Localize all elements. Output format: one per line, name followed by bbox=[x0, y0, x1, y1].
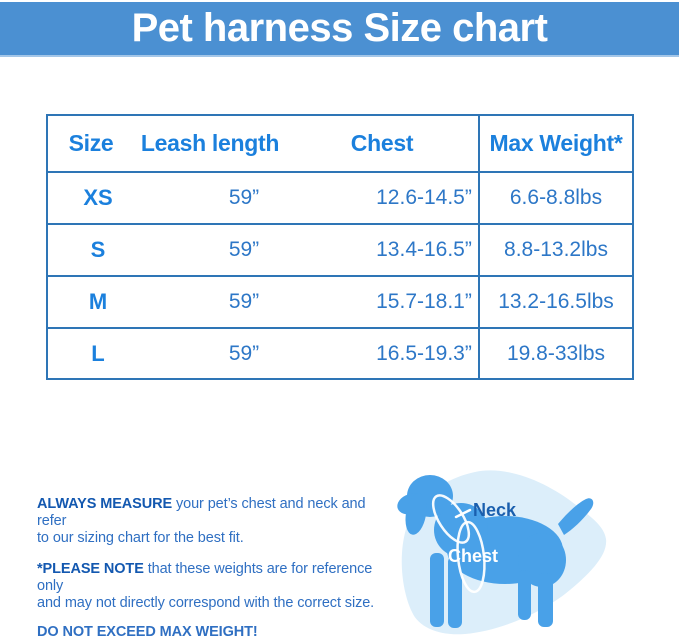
weight-value: 6.6-8.8lbs bbox=[478, 173, 632, 223]
neck-pointer-line bbox=[454, 508, 472, 519]
chest-value: 15.7-18.1” bbox=[376, 290, 472, 313]
chest-value: 12.6-14.5” bbox=[376, 186, 472, 209]
reference-note-lead: *PLEASE NOTE bbox=[37, 561, 144, 577]
reference-note: *PLEASE NOTE that these weights are for … bbox=[37, 561, 375, 611]
table-header-row: Size Leash length Chest Max Weight* bbox=[48, 116, 632, 171]
weight-value: 13.2-16.5lbs bbox=[478, 277, 632, 327]
dog-front-leg-2 bbox=[448, 556, 462, 628]
table-row-l: L 59” 16.5-19.3” 19.8-33lbs bbox=[48, 327, 632, 379]
dog-front-leg bbox=[430, 553, 444, 627]
measure-note-lead: ALWAYS MEASURE bbox=[37, 496, 173, 512]
leash-value: 59” bbox=[228, 238, 260, 261]
column-header-chest: Chest bbox=[350, 130, 414, 156]
neck-measure-loop bbox=[431, 494, 471, 544]
title-banner: Pet harness Size chart bbox=[0, 2, 679, 57]
chest-value: 13.4-16.5” bbox=[376, 238, 472, 261]
table-row-s: S 59” 13.4-16.5” 8.8-13.2lbs bbox=[48, 223, 632, 275]
page-title: Pet harness Size chart bbox=[131, 6, 548, 50]
column-header-leash: Leash length bbox=[140, 130, 280, 156]
column-header-max-weight: Max Weight* bbox=[478, 116, 632, 171]
dog-rear-leg-2 bbox=[518, 570, 531, 620]
chest-measure-loop bbox=[456, 520, 486, 594]
dog-ear bbox=[405, 493, 427, 535]
chest-label: Chest bbox=[448, 546, 498, 566]
weight-value: 19.8-33lbs bbox=[478, 329, 632, 379]
neck-label: Neck bbox=[473, 500, 517, 520]
size-value: L bbox=[91, 341, 105, 366]
dog-rear-leg bbox=[538, 573, 553, 627]
leash-value: 59” bbox=[228, 186, 260, 209]
table-row-m: M 59” 15.7-18.1” 13.2-16.5lbs bbox=[48, 275, 632, 327]
column-header-size: Size bbox=[68, 130, 114, 156]
table-row-xs: XS 59” 12.6-14.5” 6.6-8.8lbs bbox=[48, 171, 632, 223]
chest-value: 16.5-19.3” bbox=[376, 342, 472, 365]
dog-tail bbox=[558, 498, 594, 535]
leash-value: 59” bbox=[228, 290, 260, 313]
advisory-notes: ALWAYS MEASURE your pet’s chest and neck… bbox=[37, 496, 397, 641]
max-weight-warning: DO NOT EXCEED MAX WEIGHT! bbox=[37, 624, 258, 640]
size-value: S bbox=[90, 237, 106, 262]
size-value: XS bbox=[83, 185, 113, 210]
leash-value: 59” bbox=[228, 342, 260, 365]
size-chart-table: Size Leash length Chest Max Weight* XS 5… bbox=[46, 114, 634, 380]
dog-measurement-diagram: Neck Chest bbox=[397, 470, 607, 635]
size-value: M bbox=[88, 289, 108, 314]
weight-value: 8.8-13.2lbs bbox=[478, 225, 632, 275]
measure-note: ALWAYS MEASURE your pet’s chest and neck… bbox=[37, 496, 366, 546]
